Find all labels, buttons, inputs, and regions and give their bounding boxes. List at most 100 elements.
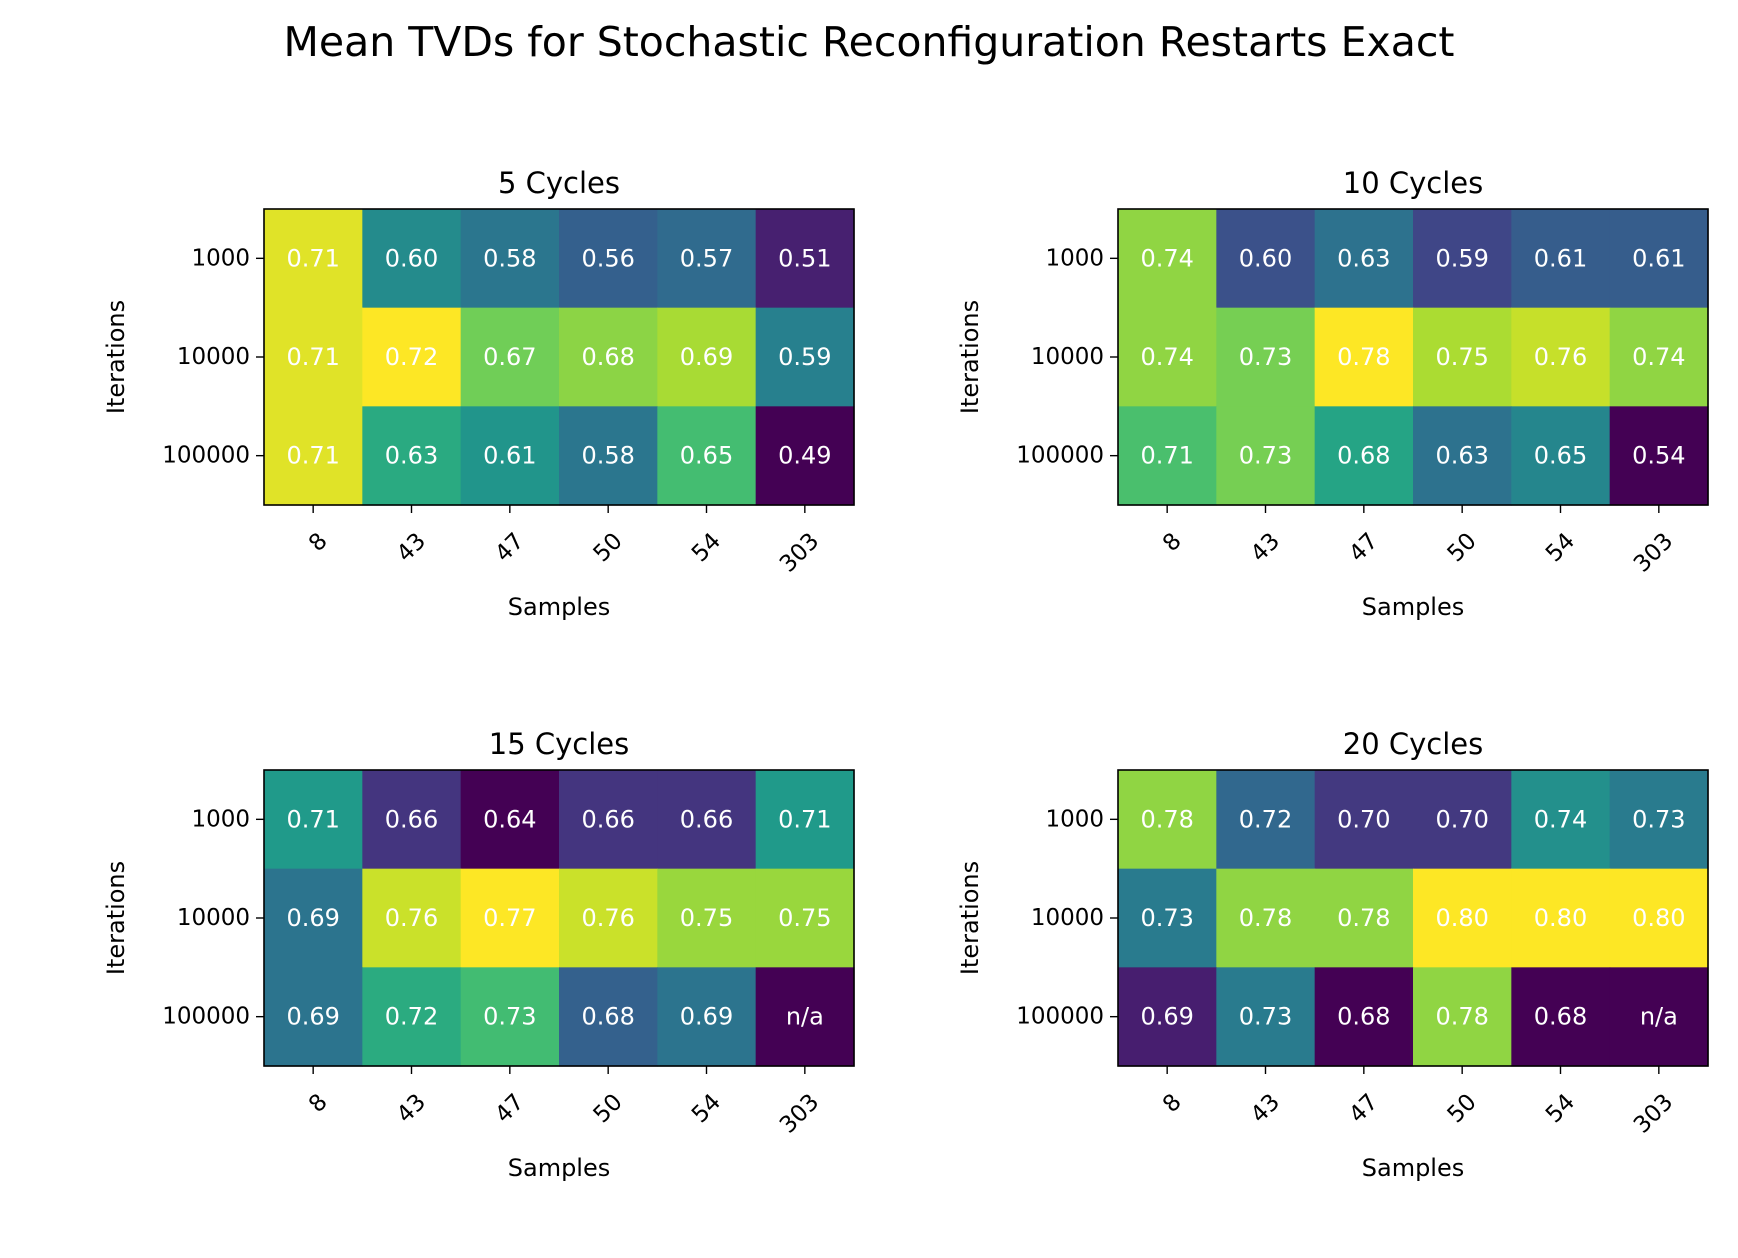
cell-value-label: 0.74 <box>1534 805 1587 833</box>
heatmap-cell <box>264 307 363 407</box>
cell-value-label: 0.73 <box>1239 343 1292 371</box>
cell-value-label: 0.76 <box>385 904 438 932</box>
x-tick-label: 303 <box>1629 528 1678 577</box>
heatmap-cell <box>460 967 560 1067</box>
cell-value-label: 0.61 <box>1534 244 1587 272</box>
heatmap-cell <box>362 967 462 1067</box>
cell-value-label: 0.78 <box>1435 1003 1488 1031</box>
x-tick-label: 43 <box>1246 528 1285 567</box>
heatmap-cell <box>559 868 658 968</box>
cell-value-label: 0.71 <box>778 805 831 833</box>
cell-value-label: 0.68 <box>1337 442 1390 470</box>
subplot-title: 15 Cycles <box>489 727 629 761</box>
heatmap-cell <box>755 770 855 870</box>
heatmap-cell <box>264 406 363 506</box>
cell-value-label: 0.76 <box>1534 343 1587 371</box>
cell-value-label: 0.58 <box>581 442 634 470</box>
heatmap-cell <box>1413 770 1512 870</box>
heatmap-cell <box>755 307 855 407</box>
heatmap-cell <box>755 209 855 309</box>
y-tick-label: 10000 <box>177 344 250 370</box>
cell-value-label: 0.78 <box>1140 805 1193 833</box>
heatmap-cell <box>1118 307 1217 407</box>
heatmap-cell <box>1314 770 1414 870</box>
cell-value-label: 0.54 <box>1632 442 1685 470</box>
x-tick-label: 43 <box>392 1089 431 1128</box>
y-tick-label: 100000 <box>162 443 250 469</box>
heatmap-cell <box>657 307 757 407</box>
heatmap-cell <box>460 868 560 968</box>
heatmap-cell <box>264 967 363 1067</box>
cell-value-label: 0.71 <box>286 343 339 371</box>
heatmap-cell <box>460 307 560 407</box>
y-tick-label: 10000 <box>1031 905 1104 931</box>
cell-value-label: 0.66 <box>385 805 438 833</box>
heatmap-cell <box>460 209 560 309</box>
x-tick-label: 8 <box>1158 1089 1187 1118</box>
heatmap-cell <box>1511 967 1611 1067</box>
heatmap-cell <box>657 770 757 870</box>
x-tick-label: 43 <box>392 528 431 567</box>
cell-value-label: 0.59 <box>778 343 831 371</box>
cell-value-label: 0.51 <box>778 244 831 272</box>
subplot-title: 20 Cycles <box>1343 727 1483 761</box>
heatmap-cell <box>657 868 757 968</box>
y-axis-label: Iterations <box>956 861 984 975</box>
cell-value-label: 0.74 <box>1140 244 1193 272</box>
cell-value-label: 0.78 <box>1239 904 1292 932</box>
cell-value-label: 0.73 <box>1632 805 1685 833</box>
cell-value-label: 0.68 <box>1337 1003 1390 1031</box>
cell-value-label: 0.63 <box>1337 244 1390 272</box>
cell-value-label: 0.75 <box>778 904 831 932</box>
cell-value-label: 0.72 <box>385 1003 438 1031</box>
cell-value-label: 0.67 <box>483 343 536 371</box>
heatmap-cell <box>362 307 462 407</box>
x-tick-label: 47 <box>1344 528 1383 567</box>
y-tick-label: 100000 <box>1016 1004 1104 1030</box>
heatmap-cell <box>1511 770 1611 870</box>
cell-value-label: 0.71 <box>286 442 339 470</box>
y-axis-label: Iterations <box>102 861 130 975</box>
x-tick-label: 50 <box>1443 1089 1482 1128</box>
cell-value-label: 0.63 <box>1435 442 1488 470</box>
cell-value-label: 0.57 <box>680 244 733 272</box>
heatmap-cell <box>1118 406 1217 506</box>
cell-value-label: 0.70 <box>1435 805 1488 833</box>
y-tick-label: 100000 <box>1016 443 1104 469</box>
heatmap-cell <box>1216 406 1316 506</box>
heatmap-cell <box>264 770 363 870</box>
y-tick-label: 10000 <box>177 905 250 931</box>
cell-value-label: 0.68 <box>581 343 634 371</box>
cell-value-label: 0.80 <box>1435 904 1488 932</box>
cell-value-label: 0.73 <box>1140 904 1193 932</box>
x-tick-label: 8 <box>1158 528 1187 557</box>
cell-value-label: 0.56 <box>581 244 634 272</box>
heatmap-cell <box>755 868 855 968</box>
heatmap-cell <box>1609 770 1709 870</box>
cell-value-label: 0.77 <box>483 904 536 932</box>
cell-value-label: 0.65 <box>1534 442 1587 470</box>
cell-value-label: 0.68 <box>1534 1003 1587 1031</box>
heatmap-cell <box>1511 209 1611 309</box>
heatmap-cell <box>1609 868 1709 968</box>
heatmap-cell <box>1314 406 1414 506</box>
heatmap-cell <box>559 307 658 407</box>
cell-value-label: 0.72 <box>385 343 438 371</box>
heatmap-cell <box>1609 307 1709 407</box>
heatmap-cell <box>657 967 757 1067</box>
heatmap-cell <box>1413 209 1512 309</box>
heatmap-cell <box>362 770 462 870</box>
heatmap-cell <box>559 967 658 1067</box>
heatmap-cell <box>1314 868 1414 968</box>
heatmap-cell <box>460 406 560 506</box>
heatmap-cell <box>1118 770 1217 870</box>
x-axis-label: Samples <box>508 593 611 621</box>
heatmap-cell <box>1314 209 1414 309</box>
heatmap-cell <box>362 209 462 309</box>
y-tick-label: 1000 <box>1045 245 1104 271</box>
heatmap-cell <box>1511 307 1611 407</box>
heatmap-cell <box>1216 967 1316 1067</box>
x-tick-label: 47 <box>490 1089 529 1128</box>
heatmap-cell <box>362 406 462 506</box>
